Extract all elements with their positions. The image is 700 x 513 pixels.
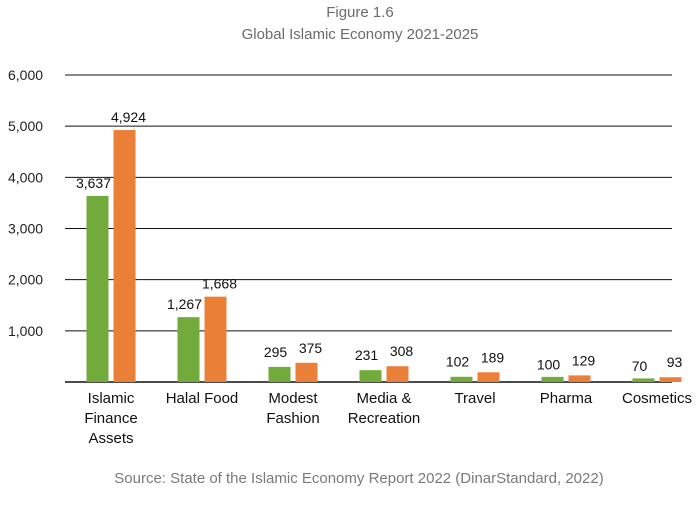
source-note: Source: State of the Islamic Economy Rep…	[114, 470, 604, 487]
data-label: 3,637	[76, 175, 111, 191]
x-tick-label: Islamic	[88, 390, 135, 407]
x-tick-label: Finance	[84, 410, 137, 427]
bar-2021	[632, 378, 655, 382]
x-tick-label: Modest	[268, 390, 318, 407]
bar-2021	[450, 376, 473, 382]
data-label: 308	[390, 343, 414, 359]
bar-2025	[568, 375, 591, 382]
data-label: 129	[572, 352, 596, 368]
data-label: 4,924	[111, 109, 146, 125]
bar-2021	[359, 370, 382, 382]
y-tick-label: 2,000	[8, 272, 43, 288]
x-tick-label: Halal Food	[166, 390, 239, 407]
bar-2021	[177, 317, 200, 382]
data-label: 102	[446, 353, 470, 369]
bar-2025	[477, 372, 500, 382]
x-tick-label: Pharma	[540, 390, 593, 407]
data-label: 189	[481, 349, 505, 365]
data-label: 100	[537, 356, 561, 372]
y-tick-label: 5,000	[8, 118, 43, 134]
data-label: 1,267	[167, 296, 202, 312]
data-label: 295	[264, 344, 288, 360]
x-tick-label: Fashion	[266, 410, 319, 427]
y-tick-label: 6,000	[8, 67, 43, 83]
x-tick-label: Assets	[88, 430, 133, 447]
chart-title: Global Islamic Economy 2021-2025	[241, 26, 479, 43]
data-label: 375	[299, 340, 323, 356]
y-tick-label: 1,000	[8, 323, 43, 339]
data-label: 93	[667, 354, 683, 370]
data-label: 231	[355, 347, 379, 363]
y-tick-label: 4,000	[8, 169, 43, 185]
bar-2021	[86, 195, 109, 382]
data-label: 70	[632, 358, 648, 374]
figure-label: Figure 1.6	[326, 4, 394, 21]
x-tick-label: Travel	[454, 390, 495, 407]
bar-2021	[268, 366, 291, 382]
x-tick-label: Media &	[356, 390, 411, 407]
bar-2025	[386, 366, 409, 382]
data-label: 1,668	[202, 276, 237, 292]
bar-2025	[204, 296, 227, 382]
bar-2025	[659, 377, 682, 382]
bar-2025	[113, 130, 136, 382]
x-tick-label: Cosmetics	[622, 390, 692, 407]
x-tick-label: Recreation	[348, 410, 421, 427]
bar-2025	[295, 362, 318, 382]
y-tick-label: 3,000	[8, 221, 43, 237]
bar-2021	[541, 376, 564, 382]
